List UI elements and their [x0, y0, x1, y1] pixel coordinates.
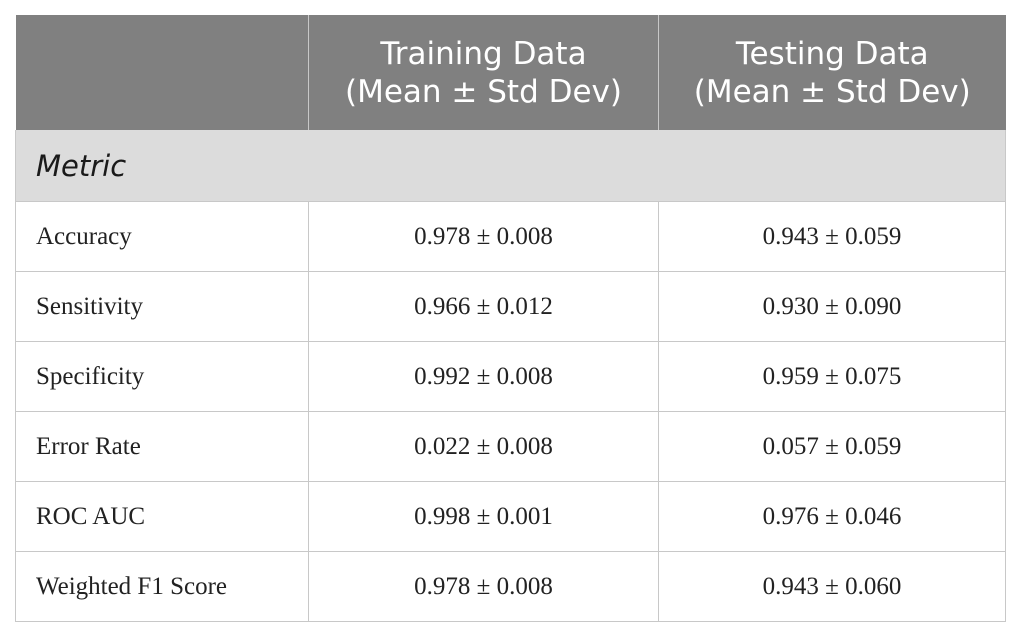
- metric-name-cell: ROC AUC: [15, 481, 309, 552]
- header-training-title: Training Data: [380, 35, 587, 72]
- header-testing-title: Testing Data: [735, 35, 929, 72]
- training-value-cell: 0.966 ± 0.012: [308, 271, 659, 342]
- table-row: ROC AUC 0.998 ± 0.001 0.976 ± 0.046: [15, 481, 1006, 552]
- table-row: Error Rate 0.022 ± 0.008 0.057 ± 0.059: [15, 411, 1006, 482]
- metric-name-cell: Specificity: [15, 341, 309, 412]
- table-row: Specificity 0.992 ± 0.008 0.959 ± 0.075: [15, 341, 1006, 412]
- training-value-cell: 0.978 ± 0.008: [308, 201, 659, 272]
- section-label-metric: Metric: [15, 130, 1006, 202]
- results-table: Training Data (Mean ± Std Dev) Testing D…: [15, 15, 1006, 622]
- section-row: Metric: [15, 130, 1006, 202]
- metric-name-cell: Error Rate: [15, 411, 309, 482]
- table-row: Accuracy 0.978 ± 0.008 0.943 ± 0.059: [15, 201, 1006, 272]
- table-row: Weighted F1 Score 0.978 ± 0.008 0.943 ± …: [15, 551, 1006, 622]
- testing-value-cell: 0.930 ± 0.090: [658, 271, 1006, 342]
- testing-value-cell: 0.976 ± 0.046: [658, 481, 1006, 552]
- header-empty-cell: [15, 15, 309, 130]
- testing-value-cell: 0.943 ± 0.060: [658, 551, 1006, 622]
- testing-value-cell: 0.057 ± 0.059: [658, 411, 1006, 482]
- metric-name-cell: Weighted F1 Score: [15, 551, 309, 622]
- training-value-cell: 0.022 ± 0.008: [308, 411, 659, 482]
- header-testing-subtitle: (Mean ± Std Dev): [693, 73, 971, 110]
- training-value-cell: 0.978 ± 0.008: [308, 551, 659, 622]
- table-row: Sensitivity 0.966 ± 0.012 0.930 ± 0.090: [15, 271, 1006, 342]
- testing-value-cell: 0.959 ± 0.075: [658, 341, 1006, 412]
- metric-name-cell: Sensitivity: [15, 271, 309, 342]
- testing-value-cell: 0.943 ± 0.059: [658, 201, 1006, 272]
- training-value-cell: 0.992 ± 0.008: [308, 341, 659, 412]
- training-value-cell: 0.998 ± 0.001: [308, 481, 659, 552]
- header-training-data: Training Data (Mean ± Std Dev): [308, 15, 659, 130]
- metric-name-cell: Accuracy: [15, 201, 309, 272]
- header-training-subtitle: (Mean ± Std Dev): [345, 73, 622, 110]
- header-row: Training Data (Mean ± Std Dev) Testing D…: [15, 15, 1006, 130]
- header-testing-data: Testing Data (Mean ± Std Dev): [658, 15, 1006, 130]
